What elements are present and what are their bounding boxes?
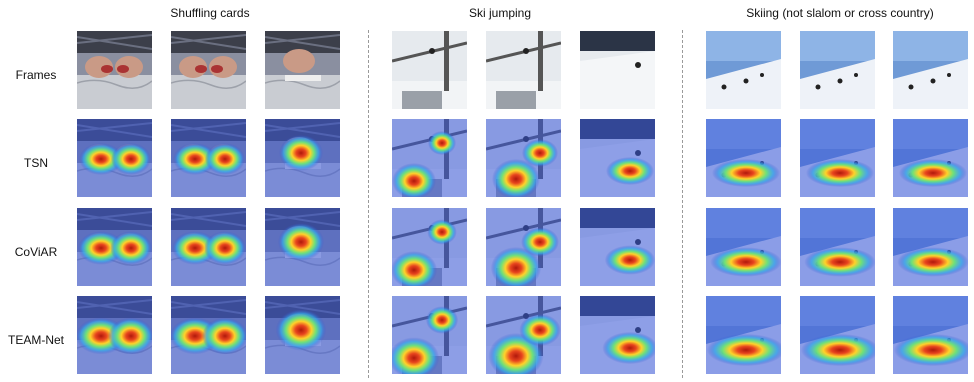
row-label-frames: Frames — [15, 68, 57, 82]
frame-image-slope-1 — [706, 31, 781, 109]
attention-heatmap-image-cards-2 — [171, 208, 246, 286]
attention-heatmap-image-slope-3 — [893, 119, 968, 197]
attention-heatmap-image-cards-1 — [77, 296, 152, 374]
attention-heatmap-image-jump-2 — [486, 208, 561, 286]
group-title-ski-jumping: Ski jumping — [468, 6, 532, 20]
frame-image-jump-2 — [486, 31, 561, 109]
row-label-team-net: TEAM-Net — [7, 333, 64, 347]
attention-heatmap-image-cards-1 — [77, 119, 152, 197]
attention-heatmap-image-jump-3 — [580, 208, 655, 286]
attention-heatmap-image-jump-1 — [392, 296, 467, 374]
attention-heatmap-image-slope-2 — [800, 296, 875, 374]
attention-heatmap-image-cards-1 — [77, 208, 152, 286]
attention-heatmap-image-jump-2 — [486, 296, 561, 374]
row-label-coviar: CoViAR — [14, 245, 58, 259]
attention-heatmap-image-cards-3 — [265, 119, 340, 197]
attention-heatmap-image-jump-2 — [486, 119, 561, 197]
frame-image-jump-3 — [580, 31, 655, 109]
group-separator-1 — [368, 30, 369, 378]
attention-heatmap-image-slope-1 — [706, 119, 781, 197]
attention-heatmap-image-slope-3 — [893, 296, 968, 374]
attention-heatmap-image-jump-3 — [580, 119, 655, 197]
row-label-tsn: TSN — [24, 156, 48, 170]
group-separator-2 — [682, 30, 683, 378]
attention-heatmap-image-slope-2 — [800, 208, 875, 286]
frame-image-slope-2 — [800, 31, 875, 109]
attention-heatmap-image-jump-1 — [392, 119, 467, 197]
attention-heatmap-image-cards-3 — [265, 296, 340, 374]
frame-image-cards-3 — [265, 31, 340, 109]
attention-heatmap-image-slope-3 — [893, 208, 968, 286]
frame-image-slope-3 — [893, 31, 968, 109]
attention-heatmap-image-cards-2 — [171, 296, 246, 374]
frame-image-cards-2 — [171, 31, 246, 109]
group-title-skiing: Skiing (not slalom or cross country) — [746, 6, 934, 20]
attention-heatmap-image-jump-3 — [580, 296, 655, 374]
attention-heatmap-image-cards-3 — [265, 208, 340, 286]
group-title-shuffling-cards: Shuffling cards — [170, 6, 250, 20]
attention-heatmap-image-slope-2 — [800, 119, 875, 197]
attention-heatmap-image-slope-1 — [706, 296, 781, 374]
attention-heatmap-image-jump-1 — [392, 208, 467, 286]
frame-image-jump-1 — [392, 31, 467, 109]
frame-image-cards-1 — [77, 31, 152, 109]
attention-heatmap-image-slope-1 — [706, 208, 781, 286]
attention-heatmap-image-cards-2 — [171, 119, 246, 197]
